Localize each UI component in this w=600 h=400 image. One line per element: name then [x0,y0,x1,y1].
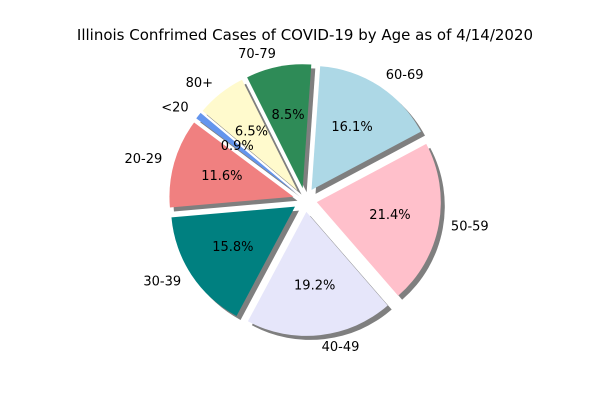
category-label-80-plus: 80+ [186,76,213,91]
slice-under-20 [196,112,296,193]
percent-label-40-49: 19.2% [294,278,335,293]
percent-label-60-69: 16.1% [331,120,372,135]
category-label-70-79: 70-79 [238,47,276,62]
category-label-30-39: 30-39 [143,274,181,289]
slice-80-plus [202,79,298,191]
category-label-40-49: 40-49 [322,340,360,355]
slice-70-79 [247,64,312,189]
percent-labels-group: 0.9% 11.6% 15.8% 19.2% 21.4% 16.1% 8.5% 6.5% [201,108,410,294]
percent-label-70-79: 8.5% [272,108,305,123]
slice-40-49 [247,211,388,336]
slice-50-59 [316,143,441,296]
category-label-60-69: 60-69 [386,68,424,83]
slice-30-39 [171,206,295,316]
chart-title: Illinois Confrimed Cases of COVID-19 by … [77,26,533,44]
category-label-50-59: 50-59 [451,219,489,234]
percent-label-80-plus: 6.5% [235,125,268,140]
category-label-20-29: 20-29 [124,152,162,167]
slices-group [169,64,445,340]
percent-label-30-39: 15.8% [212,240,253,255]
slice-20-29 [169,122,294,208]
percent-label-20-29: 11.6% [201,169,242,184]
percent-label-under-20: 0.9% [221,139,254,154]
category-labels-group: <20 20-29 30-39 40-49 50-59 60-69 70-79 80+ [124,47,488,355]
category-label-under-20: <20 [161,100,188,115]
percent-label-50-59: 21.4% [369,208,410,223]
slice-60-69 [311,66,421,190]
